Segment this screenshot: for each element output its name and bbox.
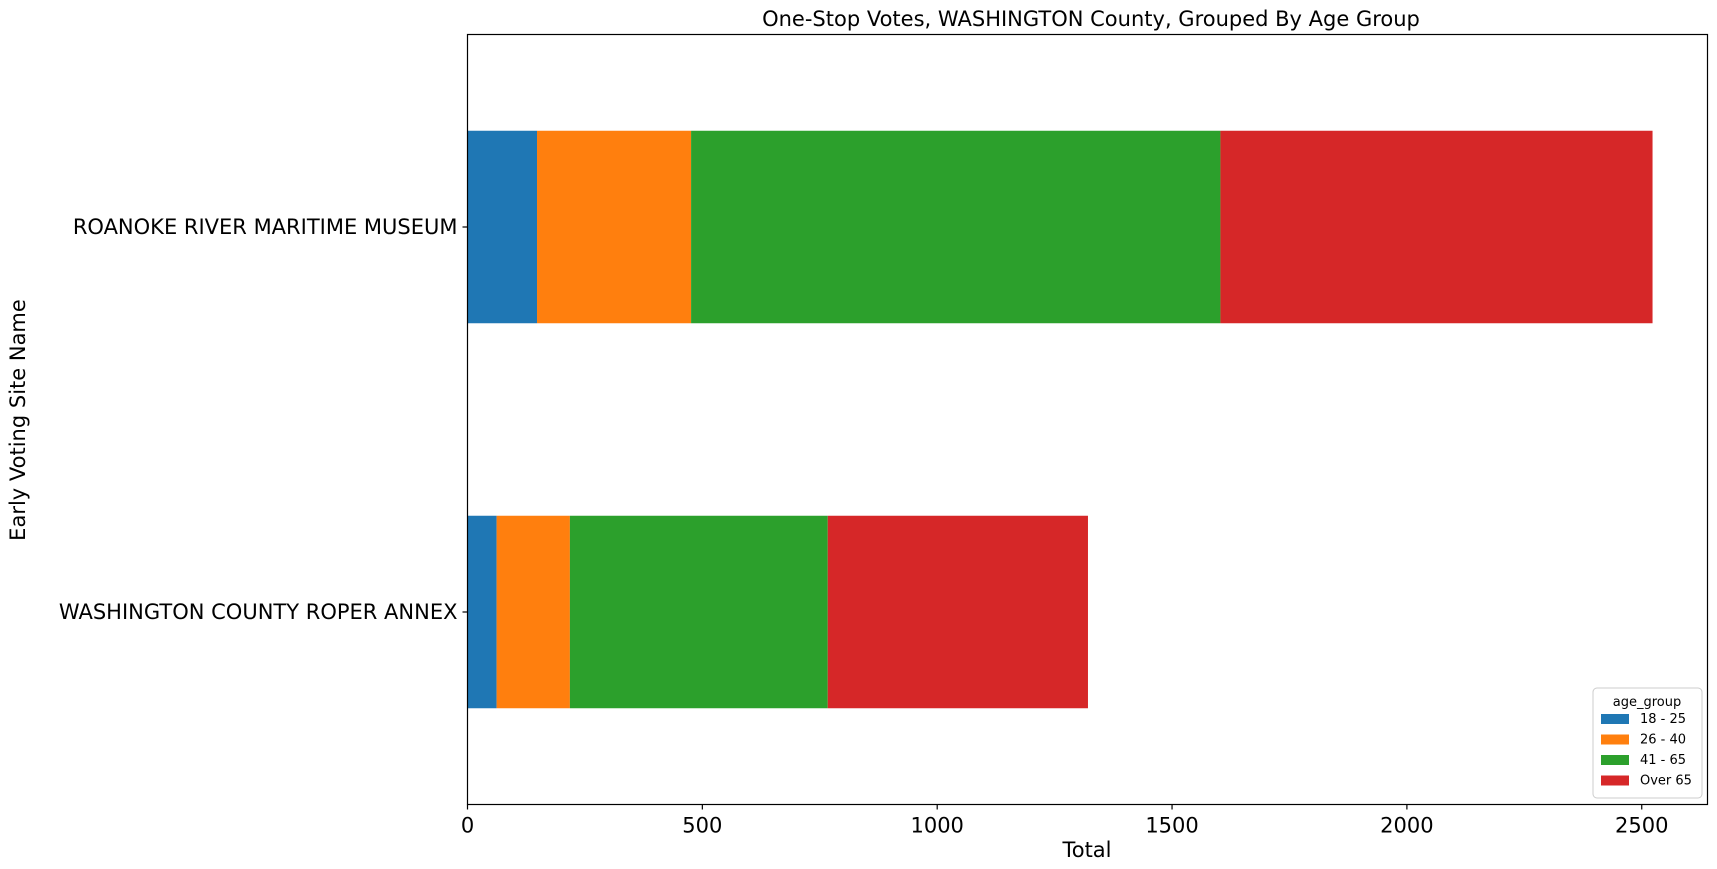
y-tick-label: WASHINGTON COUNTY ROPER ANNEX [59,600,458,624]
legend-label: 41 - 65 [1640,753,1686,768]
legend: age_group 18 - 25 26 - 40 41 - 65 Over 65 [1592,687,1703,799]
bar-segment [537,130,692,324]
bar-segment [467,515,497,709]
bar-segment [1220,130,1653,324]
x-tick-label: 2500 [1615,814,1668,838]
legend-title: age_group [1613,695,1681,710]
category-labels: ROANOKE RIVER MARITIME MUSEUM WASHINGTON … [59,215,468,624]
y-tick-label: ROANOKE RIVER MARITIME MUSEUM [73,215,458,239]
bars [467,130,1653,709]
y-axis-label: Early Voting Site Name [6,299,30,541]
bar-segment [496,515,570,709]
x-axis-ticks: 0 500 1000 1500 2000 2500 [461,804,1668,838]
bar-segment [827,515,1088,709]
bar-segment [569,515,828,709]
legend-label: 18 - 25 [1640,712,1686,727]
legend-swatch [1601,714,1629,724]
legend-swatch [1601,775,1629,786]
legend-label: Over 65 [1640,774,1692,789]
x-tick-label: 2000 [1380,814,1433,838]
x-tick-label: 1500 [1145,814,1198,838]
legend-label: 26 - 40 [1640,733,1686,748]
x-tick-label: 500 [682,814,722,838]
bar-segment [467,130,538,324]
bar-segment [691,130,1221,324]
x-tick-label: 1000 [910,814,963,838]
x-tick-label: 0 [461,814,474,838]
x-axis-label: Total [1061,838,1111,862]
legend-swatch [1601,755,1629,765]
plot-frame [466,33,1709,806]
legend-swatch [1601,734,1629,745]
legend-items: 18 - 25 26 - 40 41 - 65 Over 65 [1601,712,1692,789]
chart-title: One-Stop Votes, WASHINGTON County, Group… [762,7,1420,31]
